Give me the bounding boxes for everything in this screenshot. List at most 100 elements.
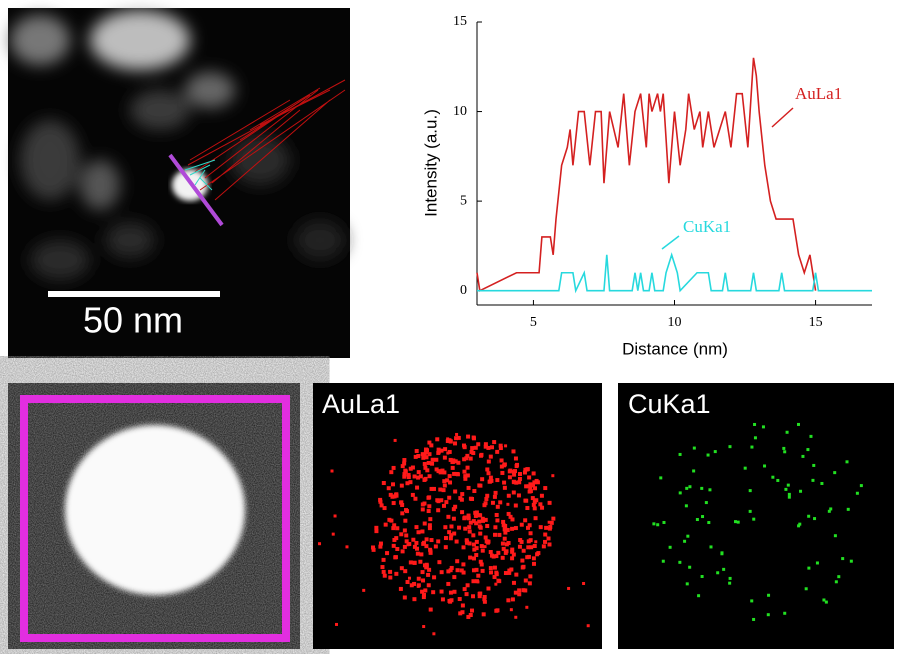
eds-dot xyxy=(485,467,489,471)
eds-dot xyxy=(517,480,521,484)
eds-dot xyxy=(417,470,421,474)
eds-dot xyxy=(417,577,421,581)
series-line xyxy=(477,58,816,291)
eds-dot xyxy=(402,458,406,462)
eds-dot xyxy=(484,497,488,501)
eds-dot xyxy=(509,567,513,571)
eds-dot xyxy=(536,480,540,484)
eds-dot xyxy=(409,560,413,564)
eds-dot xyxy=(437,560,441,564)
eds-dot xyxy=(490,445,494,449)
eds-dot xyxy=(421,578,425,582)
eds-dot xyxy=(685,487,688,490)
eds-dot xyxy=(425,537,429,541)
eds-dot xyxy=(752,518,755,521)
eds-dot xyxy=(788,496,791,499)
eds-dot xyxy=(504,549,508,553)
eds-dot xyxy=(472,548,476,552)
eds-dot xyxy=(498,500,502,504)
eds-dot xyxy=(378,545,382,549)
eds-dot xyxy=(500,465,504,469)
eds-dot xyxy=(394,536,398,540)
eds-dot xyxy=(429,608,433,612)
eds-dot xyxy=(528,581,532,585)
eds-dot xyxy=(428,474,432,478)
eds-dot xyxy=(436,539,440,543)
eds-dot xyxy=(543,533,547,537)
eds-dot xyxy=(402,472,406,476)
eds-dot xyxy=(427,461,431,465)
eds-dot xyxy=(427,583,431,587)
eds-dot xyxy=(440,590,444,594)
map-label: CuKa1 xyxy=(628,389,711,419)
eds-dot xyxy=(507,541,511,545)
eds-dot xyxy=(776,479,779,482)
eds-dot xyxy=(495,608,499,612)
eds-dot xyxy=(701,575,704,578)
eds-dot xyxy=(382,570,386,574)
eds-dot xyxy=(447,496,451,500)
eds-dot xyxy=(587,624,590,627)
eds-dot xyxy=(428,452,432,456)
eds-dot xyxy=(482,612,486,616)
eds-dot xyxy=(540,506,544,510)
eds-dot xyxy=(444,536,448,540)
eds-dot xyxy=(434,544,438,548)
eds-dot xyxy=(510,527,514,531)
eds-dot xyxy=(533,544,537,548)
eds-dot xyxy=(462,470,466,474)
eds-dot xyxy=(494,491,498,495)
eds-dot xyxy=(511,597,515,601)
eds-dot xyxy=(464,456,468,460)
eds-dot xyxy=(750,599,753,602)
eds-dot xyxy=(495,450,499,454)
eds-dot xyxy=(449,591,453,595)
eds-dot xyxy=(523,518,527,522)
eds-dot xyxy=(403,595,407,599)
eds-dot xyxy=(470,609,474,613)
eds-dot xyxy=(388,570,392,574)
eds-dot xyxy=(392,544,396,548)
eds-dot xyxy=(493,533,497,537)
eds-dot xyxy=(406,580,410,584)
eds-dot xyxy=(688,566,691,569)
eds-dot xyxy=(529,531,533,535)
eds-dot xyxy=(833,471,836,474)
eds-dot xyxy=(686,582,689,585)
eds-dot xyxy=(784,488,787,491)
eds-dot xyxy=(425,564,429,568)
eds-dot xyxy=(837,575,840,578)
eds-dot xyxy=(441,597,445,601)
eds-dot xyxy=(403,545,407,549)
eds-dot xyxy=(416,552,420,556)
eds-dot xyxy=(415,449,419,453)
eds-dot xyxy=(467,525,471,529)
eds-dot xyxy=(440,469,444,473)
eds-dot xyxy=(737,521,740,524)
eds-dot xyxy=(477,520,481,524)
eds-dot xyxy=(427,495,431,499)
eds-dot xyxy=(421,452,425,456)
eds-dot xyxy=(443,456,447,460)
eds-dot xyxy=(416,454,420,458)
eds-dot xyxy=(825,601,828,604)
eds-dot xyxy=(455,540,459,544)
eds-dot xyxy=(532,562,536,566)
eds-dot xyxy=(423,522,427,526)
eds-dot xyxy=(771,476,774,479)
eds-dot xyxy=(432,575,436,579)
eds-dot xyxy=(489,566,493,570)
eds-dot xyxy=(480,477,484,481)
eds-dot xyxy=(487,471,491,475)
eds-dot xyxy=(427,504,431,508)
eds-dot xyxy=(812,464,815,467)
eds-dot xyxy=(495,518,499,522)
eds-dot xyxy=(440,570,444,574)
eds-dot xyxy=(399,532,403,536)
eds-dot xyxy=(479,526,483,530)
eds-dot xyxy=(501,542,505,546)
eds-dot xyxy=(813,517,816,520)
eds-dot xyxy=(693,447,696,450)
eds-dot xyxy=(446,437,449,440)
eds-dot xyxy=(481,569,485,573)
